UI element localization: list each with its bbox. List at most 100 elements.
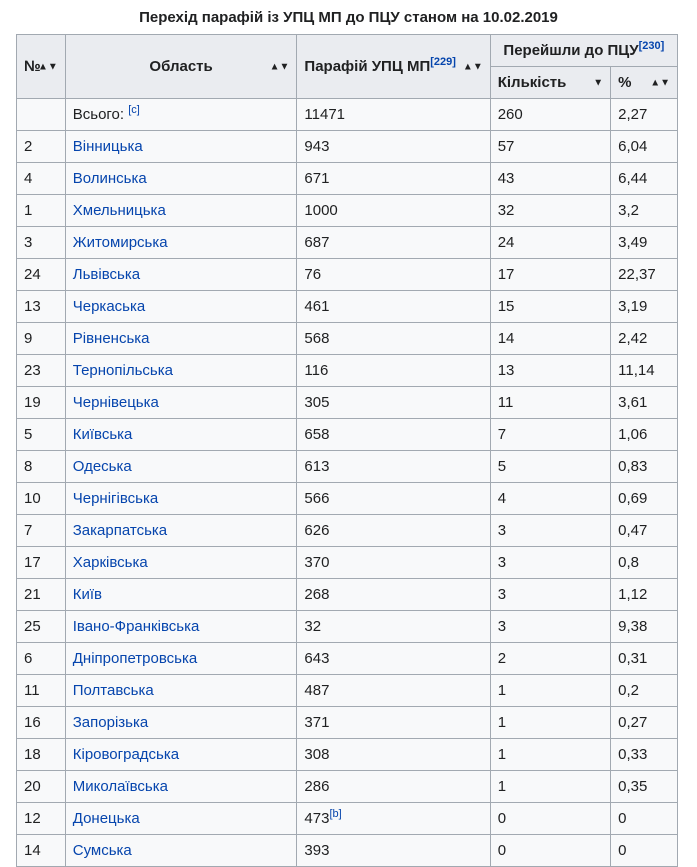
header-percent[interactable]: % ▲▼ bbox=[610, 66, 678, 99]
count-cell: 1 bbox=[489, 738, 612, 771]
parishes-cell: 286 bbox=[296, 770, 491, 803]
num-cell: 13 bbox=[16, 290, 66, 323]
num-cell: 19 bbox=[16, 386, 66, 419]
region-link[interactable]: Чернівецька bbox=[72, 394, 159, 411]
region-link[interactable]: Київська bbox=[72, 426, 133, 443]
sort-both-icon[interactable]: ▲▼ bbox=[37, 61, 58, 72]
region-link[interactable]: Запорізька bbox=[72, 714, 149, 731]
region-link[interactable]: Полтавська bbox=[72, 682, 154, 699]
percent-cell: 9,38 bbox=[610, 610, 678, 643]
region-cell: Полтавська bbox=[64, 674, 298, 707]
parishes-cell: 393 bbox=[296, 834, 491, 867]
table-row: 2 Вінницька 943 57 6,04 bbox=[16, 130, 678, 163]
region-cell: Сумська bbox=[64, 834, 298, 867]
header-count[interactable]: Кількість ▼ bbox=[489, 66, 612, 99]
region-link[interactable]: Хмельницька bbox=[72, 202, 166, 219]
count-cell: 2 bbox=[489, 642, 612, 675]
parishes-value: 32 bbox=[304, 618, 322, 635]
sort-both-icon[interactable]: ▲▼ bbox=[269, 61, 290, 72]
num-cell: 11 bbox=[16, 674, 66, 707]
region-cell: Чернігівська bbox=[64, 482, 298, 515]
region-cell: Волинська bbox=[64, 162, 298, 195]
region-link[interactable]: Тернопільська bbox=[72, 362, 173, 379]
percent-cell: 3,19 bbox=[610, 290, 678, 323]
parishes-cell: 568 bbox=[296, 322, 491, 355]
region-link[interactable]: Закарпатська bbox=[72, 522, 168, 539]
region-cell: Київська bbox=[64, 418, 298, 451]
percent-cell: 1,12 bbox=[610, 578, 678, 611]
sort-both-icon[interactable]: ▲▼ bbox=[650, 77, 670, 88]
num-cell: 24 bbox=[16, 258, 66, 291]
table-row: 5 Київська 658 7 1,06 bbox=[16, 418, 678, 451]
parishes-value: 286 bbox=[304, 778, 330, 795]
num-cell: 9 bbox=[16, 322, 66, 355]
region-link[interactable]: Кіровоградська bbox=[72, 746, 180, 763]
count-cell: 14 bbox=[489, 322, 612, 355]
parishes-value: 116 bbox=[304, 362, 329, 379]
percent-cell: 3,61 bbox=[610, 386, 678, 419]
parishes-value: 308 bbox=[304, 746, 330, 763]
header-num[interactable]: № ▲▼ bbox=[16, 34, 66, 99]
region-link[interactable]: Житомирська bbox=[72, 234, 168, 251]
reference-link[interactable]: [b] bbox=[329, 808, 342, 820]
header-label: Область bbox=[149, 58, 213, 75]
parishes-cell: 1000 bbox=[296, 194, 491, 227]
num-cell: 8 bbox=[16, 450, 66, 483]
region-link[interactable]: Івано-Франківська bbox=[72, 618, 200, 635]
parishes-value: 943 bbox=[304, 138, 330, 155]
region-link[interactable]: Вінницька bbox=[72, 138, 143, 155]
table-row: 25 Івано-Франківська 32 3 9,38 bbox=[16, 610, 678, 643]
num-cell: 16 bbox=[16, 706, 66, 739]
num-cell: 14 bbox=[16, 834, 66, 867]
parishes-cell: 370 bbox=[296, 546, 491, 579]
region-link[interactable]: Миколаївська bbox=[72, 778, 168, 795]
count-cell: 4 bbox=[489, 482, 612, 515]
header-label: % bbox=[618, 74, 632, 91]
count-cell: 57 bbox=[489, 130, 612, 163]
sort-both-icon[interactable]: ▲▼ bbox=[462, 61, 483, 72]
region-cell: Запорізька bbox=[64, 706, 298, 739]
region-link[interactable]: Дніпропетровська bbox=[72, 650, 198, 667]
parishes-value: 626 bbox=[304, 522, 330, 539]
region-link[interactable]: Одеська bbox=[72, 458, 132, 475]
region-link[interactable]: Львівська bbox=[72, 266, 141, 283]
table-row: 24 Львівська 76 17 22,37 bbox=[16, 258, 678, 291]
region-link[interactable]: Донецька bbox=[72, 810, 140, 827]
region-link[interactable]: Волинська bbox=[72, 170, 147, 187]
parishes-value: 658 bbox=[304, 426, 330, 443]
count-cell: 0 bbox=[489, 802, 612, 835]
count-cell: 32 bbox=[489, 194, 612, 227]
count-cell: 260 bbox=[489, 98, 612, 131]
table-row: 8 Одеська 613 5 0,83 bbox=[16, 450, 678, 483]
num-cell: 25 bbox=[16, 610, 66, 643]
table-row: 12 Донецька 473[b] 0 0 bbox=[16, 802, 678, 835]
region-link[interactable]: Черкаська bbox=[72, 298, 146, 315]
count-cell: 5 bbox=[489, 450, 612, 483]
reference-link[interactable]: [c] bbox=[128, 104, 140, 116]
region-cell: Миколаївська bbox=[64, 770, 298, 803]
region-cell: Одеська bbox=[64, 450, 298, 483]
region-link[interactable]: Київ bbox=[72, 586, 103, 603]
region-cell: Київ bbox=[64, 578, 298, 611]
region-link[interactable]: Рівненська bbox=[72, 330, 150, 347]
table-row: 3 Житомирська 687 24 3,49 bbox=[16, 226, 678, 259]
region-link[interactable]: Харківська bbox=[72, 554, 148, 571]
header-parishes[interactable]: Парафій УПЦ МП[229] ▲▼ bbox=[296, 34, 491, 99]
reference-link[interactable]: [230] bbox=[638, 40, 665, 52]
reference-link[interactable]: [229] bbox=[430, 56, 456, 68]
sort-descending-icon[interactable]: ▼ bbox=[593, 77, 604, 88]
count-cell: 15 bbox=[489, 290, 612, 323]
parishes-cell: 461 bbox=[296, 290, 491, 323]
num-cell: 12 bbox=[16, 802, 66, 835]
percent-cell: 0,47 bbox=[610, 514, 678, 547]
percent-cell: 0,31 bbox=[610, 642, 678, 675]
region-link[interactable]: Сумська bbox=[72, 842, 132, 859]
num-cell: 3 bbox=[16, 226, 66, 259]
parishes-cell: 613 bbox=[296, 450, 491, 483]
region-cell: Харківська bbox=[64, 546, 298, 579]
region-link[interactable]: Чернігівська bbox=[72, 490, 159, 507]
header-region[interactable]: Область ▲▼ bbox=[64, 34, 298, 99]
count-cell: 0 bbox=[489, 834, 612, 867]
parishes-value: 671 bbox=[304, 170, 330, 187]
table-row: 1 Хмельницька 1000 32 3,2 bbox=[16, 194, 678, 227]
